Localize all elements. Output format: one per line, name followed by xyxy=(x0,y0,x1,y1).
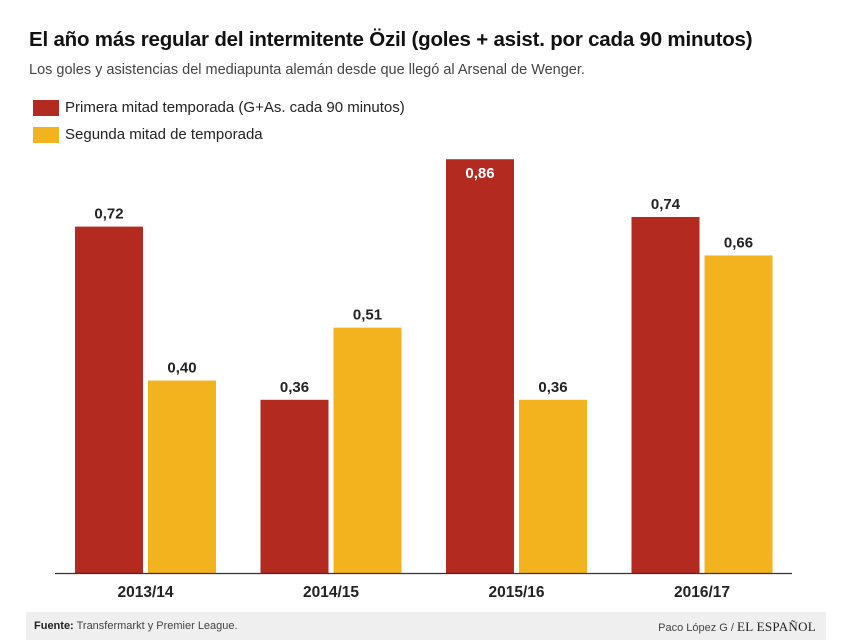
bar-first-half-2013-14 xyxy=(75,226,143,573)
legend: Primera mitad temporada (G+As. cada 90 m… xyxy=(33,94,405,148)
footer: Fuente: Transfermarkt y Premier League. … xyxy=(26,612,826,640)
value-label-first-half-2014-15: 0,36 xyxy=(280,379,309,396)
bar-first-half-2016-17 xyxy=(631,216,700,573)
legend-label-second-half: Segunda mitad de temporada xyxy=(65,126,263,143)
chart-subtitle: Los goles y asistencias del mediapunta a… xyxy=(29,62,585,78)
credit: Paco López G / EL ESPAÑOL xyxy=(658,619,816,635)
source-label: Fuente: xyxy=(34,620,74,632)
brand-logo: EL ESPAÑOL xyxy=(737,619,816,634)
legend-item-second-half: Segunda mitad de temporada xyxy=(33,121,405,148)
x-tick-2015-16: 2015/16 xyxy=(488,584,544,601)
value-label-second-half-2013-14: 0,40 xyxy=(167,360,196,377)
bar-first-half-2014-15 xyxy=(260,399,329,573)
bar-second-half-2016-17 xyxy=(704,255,773,573)
legend-swatch-second-half xyxy=(33,126,59,143)
value-label-first-half-2013-14: 0,72 xyxy=(94,206,123,223)
bar-second-half-2015-16 xyxy=(519,399,587,573)
source-text: Transfermarkt y Premier League. xyxy=(76,620,238,632)
x-tick-2013-14: 2013/14 xyxy=(117,584,173,601)
bar-first-half-2015-16 xyxy=(446,159,514,573)
chart-title: El año más regular del intermitente Özil… xyxy=(29,28,753,51)
source-note: Fuente: Transfermarkt y Premier League. xyxy=(34,620,238,632)
legend-item-first-half: Primera mitad temporada (G+As. cada 90 m… xyxy=(33,94,405,121)
credit-separator: / xyxy=(730,622,734,634)
value-label-second-half-2016-17: 0,66 xyxy=(724,234,753,251)
legend-label-first-half: Primera mitad temporada (G+As. cada 90 m… xyxy=(65,99,405,116)
bar-second-half-2013-14 xyxy=(148,380,216,573)
value-label-first-half-2016-17: 0,74 xyxy=(651,196,681,213)
author-credit: Paco López G xyxy=(658,622,728,634)
value-label-second-half-2015-16: 0,36 xyxy=(538,379,567,396)
x-tick-2016-17: 2016/17 xyxy=(674,584,730,601)
value-label-second-half-2014-15: 0,51 xyxy=(353,307,382,324)
legend-swatch-first-half xyxy=(33,99,59,116)
bar-second-half-2014-15 xyxy=(333,327,402,573)
bar-chart: 0,72 0,40 2013/14 0,36 0,51 2014/15 0,86 0,36 20… xyxy=(55,159,792,601)
x-tick-2014-15: 2014/15 xyxy=(303,584,359,601)
value-label-first-half-2015-16: 0,86 xyxy=(465,165,494,182)
